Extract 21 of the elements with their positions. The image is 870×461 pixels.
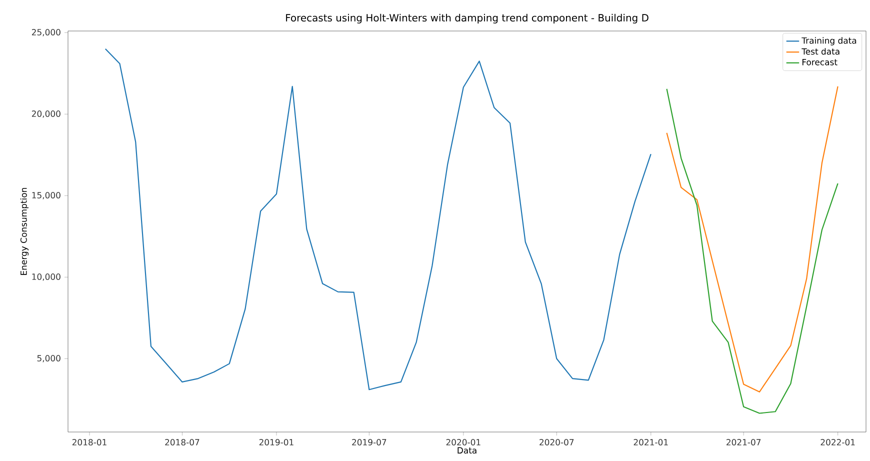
x-tick-label: 2021-07 (726, 439, 761, 446)
legend-label: Training data (802, 37, 856, 46)
x-tick-label: 2020-01 (446, 439, 480, 446)
x-tick-label: 2018-01 (72, 439, 106, 446)
y-tick-label: 15,000 (32, 192, 60, 200)
y-tick-label: 25,000 (32, 28, 60, 36)
y-tick-label: 5,000 (37, 355, 60, 362)
line-series (104, 48, 652, 390)
y-tick-label: 20,000 (32, 110, 60, 118)
x-axis-title: Data (458, 447, 476, 454)
chart-title: Forecasts using Holt-Winters with damping trend component - Building D (286, 14, 648, 24)
x-tick-label: 2018-07 (165, 439, 200, 446)
y-tick-label: 10,000 (32, 274, 60, 281)
x-tick-label: 2021-01 (634, 439, 668, 446)
x-tick-label: 2019-01 (259, 439, 294, 446)
x-tick-label: 2020-07 (540, 439, 574, 446)
legend-label: Forecast (802, 59, 838, 66)
y-axis-title: Energy Consumption (20, 188, 29, 275)
x-tick-label: 2022-01 (820, 439, 855, 446)
legend-label: Test data (802, 48, 840, 55)
x-tick-label: 2019-07 (352, 439, 386, 446)
